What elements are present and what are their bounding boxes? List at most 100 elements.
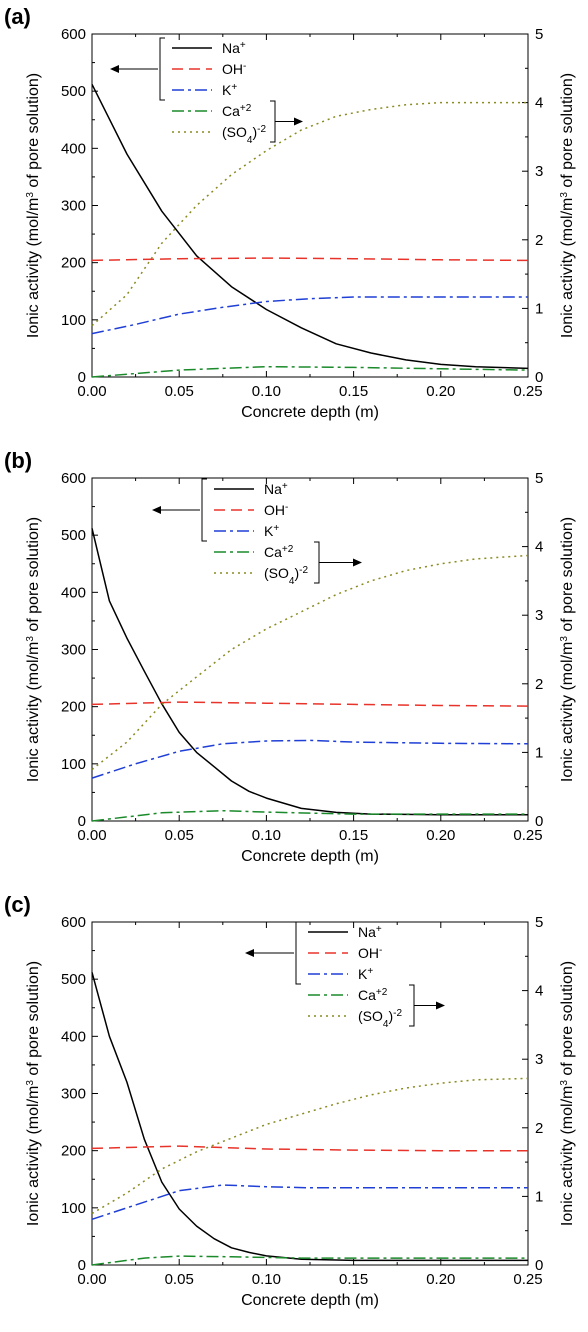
series-line-ca2 <box>91 365 529 378</box>
series-line-oh <box>91 257 529 262</box>
y-tick-label-right: 0 <box>535 813 543 830</box>
y-tick-label-right: 3 <box>535 1051 543 1068</box>
y-tick-label-left: 200 <box>61 699 86 716</box>
plot-frame <box>91 477 529 822</box>
legend-label: (SO4)-2 <box>264 565 308 587</box>
legend-label: OH- <box>358 945 382 962</box>
series-line-k <box>91 1184 528 1221</box>
legend-label: Na+ <box>222 40 246 57</box>
legend-label: K+ <box>358 966 373 983</box>
y-tick-label-right: 0 <box>535 369 543 386</box>
y-tick-label-left: 400 <box>61 140 86 157</box>
legend: Na+ OH- K+ Ca+2 (SO4)-2 <box>152 478 362 587</box>
series-line-ca2 <box>91 1255 528 1266</box>
y-tick-label-left: 300 <box>61 198 86 215</box>
series-line-so42 <box>91 101 528 327</box>
right-arrow-head-icon <box>353 558 362 567</box>
y-tick-label-right: 1 <box>535 744 543 761</box>
y-axis-title-right: Ionic activity (mol/m3 of pore solution) <box>559 73 577 338</box>
plot-frame <box>91 33 529 378</box>
y-tick-label-right: 4 <box>535 539 543 556</box>
y-tick-label-left: 0 <box>78 1257 86 1274</box>
y-tick-label-left: 0 <box>78 813 86 830</box>
y-tick-label-right: 4 <box>535 95 543 112</box>
series-line-na <box>91 83 529 370</box>
x-tick-label: 0.25 <box>513 383 542 400</box>
legend-label: Na+ <box>264 481 288 498</box>
y-tick-label-left: 600 <box>61 470 86 487</box>
legend: Na+ OH- K+ Ca+2 (SO4)-2 <box>110 37 303 146</box>
left-arrow-head-icon <box>245 949 254 957</box>
series-line-oh <box>91 1145 528 1152</box>
y-tick-label-right: 0 <box>535 1257 543 1274</box>
x-tick-label: 0.15 <box>339 383 368 400</box>
panel-label: (c) <box>4 892 31 917</box>
legend-label: K+ <box>264 523 279 540</box>
x-tick-label: 0.05 <box>165 383 194 400</box>
x-axis-title: Concrete depth (m) <box>241 1292 379 1309</box>
y-tick-label-left: 200 <box>61 1143 86 1160</box>
x-tick-label: 0.00 <box>77 827 106 844</box>
y-tick-label-left: 500 <box>61 83 86 100</box>
x-tick-label: 0.00 <box>77 383 106 400</box>
legend-label: (SO4)-2 <box>358 1008 402 1030</box>
series-line-k <box>91 296 528 335</box>
right-arrow-head-icon <box>436 1001 445 1010</box>
chart-panel-a: (a)0.00 0.05 0.10 0.15 0.20 0.250100200300400… <box>4 4 576 421</box>
y-tick-label-right: 5 <box>535 26 543 43</box>
x-tick-label: 0.15 <box>339 827 368 844</box>
series-line-so42 <box>91 1077 529 1215</box>
y-tick-label-left: 200 <box>61 255 86 272</box>
y-tick-label-right: 2 <box>535 232 543 249</box>
x-tick-label: 0.10 <box>252 827 281 844</box>
y-tick-label-right: 1 <box>535 1188 543 1205</box>
series-line-so42 <box>91 554 529 771</box>
x-tick-label: 0.05 <box>165 827 194 844</box>
x-tick-label: 0.00 <box>77 1271 106 1288</box>
y-tick-label-left: 100 <box>61 1200 86 1217</box>
left-arrow-head-icon <box>110 65 119 73</box>
y-tick-label-left: 300 <box>61 642 86 659</box>
chart-panel-b: (b)0.00 0.05 0.10 0.15 0.20 0.250100200300400… <box>4 448 576 865</box>
y-tick-label-right: 3 <box>535 163 543 180</box>
y-tick-label-left: 100 <box>61 756 86 773</box>
y-tick-label-left: 500 <box>61 971 86 988</box>
legend-bracket-left <box>201 478 207 542</box>
x-tick-label: 0.10 <box>252 383 281 400</box>
legend-label: K+ <box>222 82 237 99</box>
x-axis-title: Concrete depth (m) <box>241 848 379 865</box>
legend-bracket-right <box>314 541 320 584</box>
series-line-ca2 <box>91 809 528 822</box>
y-tick-label-left: 500 <box>61 527 86 544</box>
x-axis-title: Concrete depth (m) <box>241 404 379 421</box>
x-tick-label: 0.20 <box>426 827 455 844</box>
series-line-na <box>91 528 528 816</box>
y-axis-title-left: Ionic activity (mol/m3 of pore solution) <box>25 517 43 782</box>
x-tick-label: 0.10 <box>252 1271 281 1288</box>
legend-bracket-left <box>295 921 301 985</box>
x-tick-label: 0.05 <box>165 1271 194 1288</box>
chart-panel-c: (c)0.00 0.05 0.10 0.15 0.20 0.250100200300400… <box>4 892 576 1309</box>
y-tick-label-right: 4 <box>535 983 543 1000</box>
y-tick-label-left: 300 <box>61 1086 86 1103</box>
legend-label: Na+ <box>358 924 382 941</box>
x-tick-label: 0.20 <box>426 1271 455 1288</box>
legend-label: (SO4)-2 <box>222 124 266 146</box>
x-tick-label: 0.25 <box>513 827 542 844</box>
legend-label: Ca+2 <box>222 103 252 120</box>
y-tick-label-right: 3 <box>535 607 543 624</box>
y-tick-label-right: 2 <box>535 676 543 693</box>
legend-bracket-right <box>270 100 276 143</box>
y-axis-title-right: Ionic activity (mol/m3 of pore solution) <box>559 517 577 782</box>
legend-bracket-right <box>409 984 415 1027</box>
y-tick-label-left: 600 <box>61 26 86 43</box>
left-arrow-head-icon <box>152 506 161 514</box>
panel-label: (a) <box>4 4 31 29</box>
x-tick-label: 0.15 <box>339 1271 368 1288</box>
y-tick-label-left: 100 <box>61 312 86 329</box>
series-line-k <box>91 739 529 779</box>
legend-bracket-left <box>159 37 165 101</box>
y-axis-title-right: Ionic activity (mol/m3 of pore solution) <box>559 961 577 1226</box>
y-tick-label-left: 600 <box>61 914 86 931</box>
